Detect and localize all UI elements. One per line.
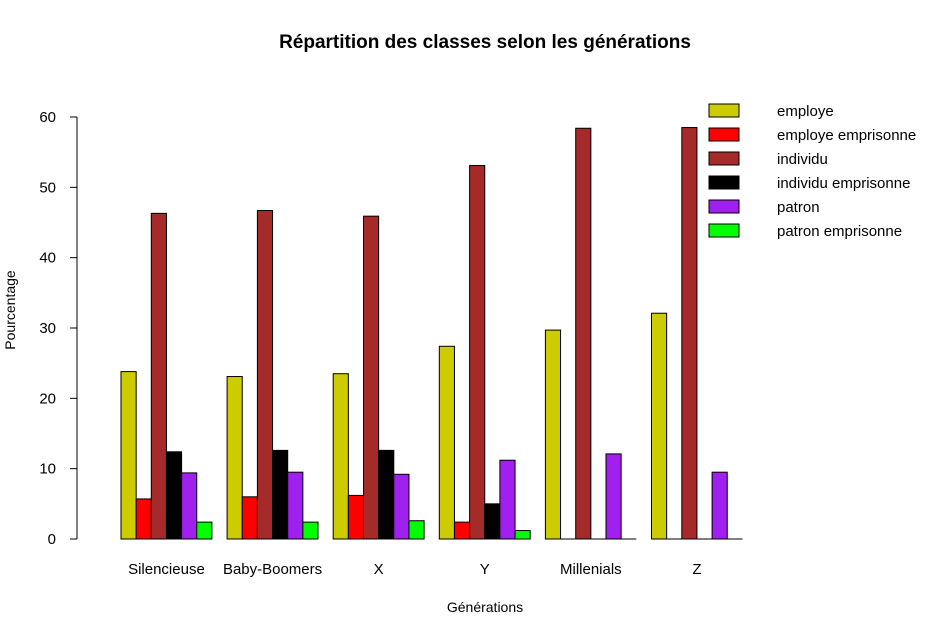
y-axis-label: Pourcentage [2, 270, 18, 350]
legend-label: individu [777, 151, 828, 168]
bars-group [120, 127, 743, 540]
bar [241, 496, 258, 540]
bar [120, 371, 137, 540]
bar [681, 127, 698, 540]
bar [272, 449, 289, 540]
y-tick-label: 10 [39, 461, 56, 478]
bar [135, 498, 152, 540]
x-tick-label: Y [480, 561, 490, 578]
x-tick-label: Millenials [560, 561, 622, 578]
bar [226, 376, 243, 540]
bar [544, 329, 562, 540]
x-axis: Silencieuse Baby-Boomers X Y Millenials Z [128, 561, 701, 578]
y-tick-label: 30 [39, 320, 56, 337]
chart-title: Répartition des classes selon les généra… [279, 32, 691, 53]
y-tick-label: 0 [48, 531, 56, 548]
bar [256, 210, 274, 540]
bar [347, 494, 365, 540]
bar [165, 451, 183, 540]
legend-swatch [708, 175, 740, 190]
x-tick-label: Z [692, 561, 701, 578]
legend-swatch [708, 151, 740, 166]
bar [484, 503, 501, 540]
bar [196, 521, 213, 540]
legend-swatch [708, 199, 740, 214]
legend-swatch [708, 223, 740, 238]
y-tick-label: 40 [39, 250, 56, 267]
bar [575, 127, 592, 540]
y-axis: 0 10 20 30 40 50 60 [39, 109, 78, 548]
legend-label: individu emprisonne [777, 175, 910, 192]
legend-swatch [708, 127, 740, 142]
bar [514, 530, 531, 540]
legend-label: employe emprisonne [777, 127, 916, 144]
legend-label: patron emprisonne [777, 223, 902, 240]
bar [711, 471, 728, 540]
legend-swatch [708, 103, 740, 118]
bar [150, 212, 167, 540]
bar [378, 449, 395, 540]
legend-label: patron [777, 199, 820, 216]
y-tick-label: 50 [39, 179, 56, 196]
x-tick-label: Silencieuse [128, 561, 205, 578]
bar [393, 473, 410, 540]
bar [408, 520, 425, 540]
x-tick-label: Baby-Boomers [223, 561, 322, 578]
y-tick-label: 60 [39, 109, 56, 126]
bar [469, 165, 486, 540]
legend: employe employe emprisonne individu individ… [708, 103, 916, 240]
bar [332, 373, 349, 540]
bar [302, 521, 319, 540]
bar [363, 215, 380, 540]
bar [287, 471, 304, 540]
y-tick-label: 20 [39, 390, 56, 407]
bar [438, 345, 455, 540]
bar [499, 459, 516, 540]
bar [605, 453, 622, 540]
x-tick-label: X [374, 561, 384, 578]
bar [181, 472, 198, 540]
bar [453, 521, 471, 540]
x-axis-label: Générations [447, 599, 523, 615]
bar [651, 312, 668, 540]
legend-label: employe [777, 103, 834, 120]
